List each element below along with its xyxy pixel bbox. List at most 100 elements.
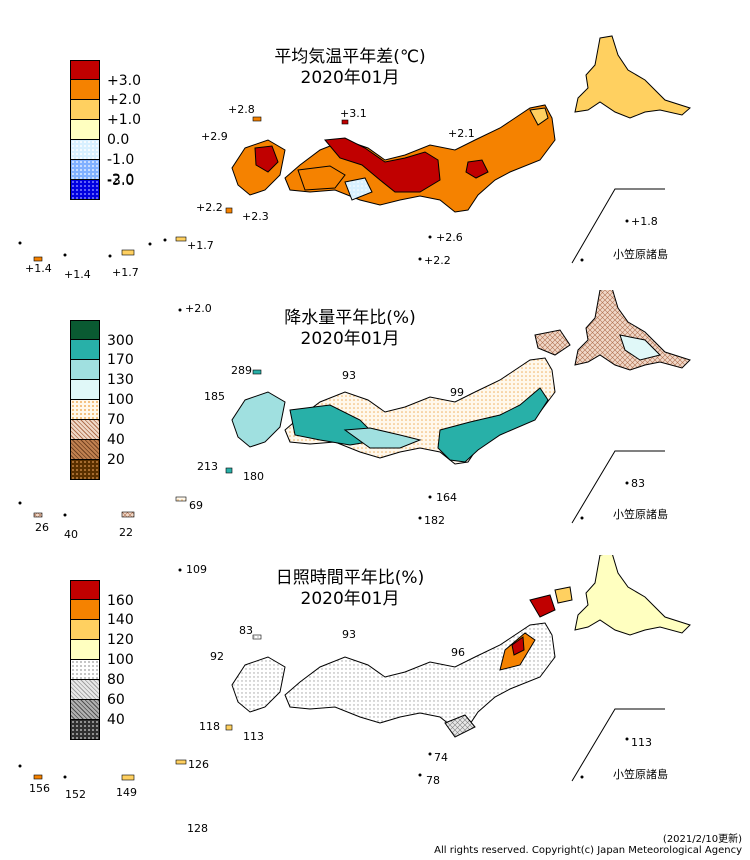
value-label: +2.1 — [448, 127, 475, 140]
legend-swatch-1: +2.0 — [70, 80, 141, 108]
value-label: 118 — [199, 720, 220, 733]
value-label: 164 — [436, 491, 457, 504]
ogasawara-label: 小笠原諸島 — [613, 248, 668, 261]
legend-swatch-6: 40 — [70, 700, 125, 728]
value-label: 40 — [64, 528, 78, 541]
legend-swatch-6: -3.0 — [70, 173, 134, 200]
value-label: +2.3 — [242, 210, 269, 223]
value-label: 185 — [204, 390, 225, 403]
legend-swatch-4: -1.0 — [70, 140, 134, 168]
value-label: +2.2 — [196, 201, 223, 214]
value-label: 156 — [29, 782, 50, 795]
sunny-north-red — [511, 636, 525, 656]
sunshine-title: 日照時間平年比(%) 2020年01月 — [275, 568, 425, 609]
sunny-tip — [529, 594, 556, 618]
kyushu-region — [231, 391, 286, 448]
update-date: (2021/2/10更新) — [662, 834, 742, 845]
hokkaido-east-wet — [619, 334, 661, 361]
cloudy-south — [444, 714, 476, 738]
footer: (2021/2/10更新) All rights reserved. Copyr… — [434, 830, 742, 856]
value-label: +1.7 — [112, 266, 139, 279]
brown-patch — [534, 329, 571, 356]
legend-swatch-5: 60 — [70, 680, 125, 708]
warm-core-east — [465, 159, 489, 179]
value-label: 109 — [186, 563, 207, 576]
value-label: +2.2 — [424, 254, 451, 267]
value-label: 126 — [188, 758, 209, 771]
temperature-legend: +3.0 +2.0 +1.0 0.0 -1.0 -2.0 -3.0 — [70, 60, 141, 200]
legend-swatch-5: -2.0 — [70, 160, 134, 188]
legend-swatch-3: 100 — [70, 380, 134, 408]
value-label: 113 — [243, 730, 264, 743]
value-label: 78 — [426, 774, 440, 787]
value-label: +1.4 — [64, 268, 91, 281]
sunshine-map — [18, 555, 691, 782]
ogasawara-label: 小笠原諸島 — [613, 768, 668, 781]
cool-patch — [344, 177, 373, 201]
ogasawara-inset-border — [571, 188, 665, 264]
value-label: +2.8 — [228, 103, 255, 116]
hokkaido-region — [574, 35, 691, 119]
legend-swatch-0: 160 — [70, 580, 134, 609]
sunshine-legend: 160 140 120 100 80 60 40 — [70, 580, 134, 740]
value-label: 149 — [116, 786, 137, 799]
ogasawara-inset-border — [571, 450, 665, 524]
sunny-orange — [554, 586, 573, 604]
legend-swatch-2: +1.0 — [70, 100, 141, 128]
value-label: 22 — [119, 526, 133, 539]
value-label: +2.9 — [201, 130, 228, 143]
sunshine-panel: 日照時間平年比(%) 2020年01月 160 140 120 100 80 6… — [0, 555, 750, 835]
temperature-title: 平均気温平年差(℃) 2020年01月 — [274, 47, 426, 88]
legend-swatch-5: 40 — [70, 420, 125, 448]
legend-swatch-1: 170 — [70, 340, 134, 368]
honshu-region — [284, 622, 556, 730]
legend-swatch-6: 20 — [70, 440, 125, 468]
ogasawara-label: 小笠原諸島 — [613, 508, 668, 521]
kyushu-hot — [254, 145, 279, 173]
value-label: 93 — [342, 369, 356, 382]
legend-swatch-4: 80 — [70, 660, 125, 688]
ogasawara-inset-border — [571, 708, 665, 782]
precipitation-panel: 降水量平年比(%) 2020年01月 300 170 130 100 70 40… — [0, 290, 750, 576]
value-label: 180 — [243, 470, 264, 483]
value-label: +2.0 — [185, 302, 212, 315]
wet-pacific — [437, 387, 549, 463]
temperature-panel: 平均気温平年差(℃) 2020年01月 +3.0 +2.0 +1.0 0.0 -… — [0, 0, 750, 315]
value-label: 93 — [342, 628, 356, 641]
legend-swatch-4: 70 — [70, 400, 125, 428]
legend-swatch-7 — [70, 460, 100, 480]
legend-swatch-7 — [70, 720, 100, 740]
value-label: 83 — [239, 624, 253, 637]
shikoku-region — [297, 165, 346, 191]
value-label: +1.7 — [187, 239, 214, 252]
value-label: 83 — [631, 477, 645, 490]
value-label: 69 — [189, 499, 203, 512]
precipitation-map — [18, 290, 691, 524]
value-label: +3.1 — [340, 107, 367, 120]
value-label: 182 — [424, 514, 445, 527]
hokkaido-region — [574, 290, 691, 371]
warm-core-north — [324, 137, 441, 193]
legend-swatch-2: 120 — [70, 620, 134, 648]
value-label: 26 — [35, 521, 49, 534]
yellow-patch — [529, 107, 549, 126]
legend-swatch-3: 100 — [70, 640, 134, 668]
value-label: 152 — [65, 788, 86, 801]
value-label: 289 — [231, 364, 252, 377]
legend-swatch-1: 140 — [70, 600, 134, 628]
value-label: +2.6 — [436, 231, 463, 244]
value-label: 128 — [187, 822, 208, 835]
precipitation-legend: 300 170 130 100 70 40 20 — [70, 320, 134, 480]
kyushu-region — [231, 656, 286, 713]
value-label: 113 — [631, 736, 652, 749]
copyright: All rights reserved. Copyright(c) Japan … — [434, 845, 742, 856]
hokkaido-region — [574, 555, 691, 636]
value-label: 213 — [197, 460, 218, 473]
legend-swatch-2: 130 — [70, 360, 134, 388]
light-wet — [343, 427, 422, 449]
precipitation-title: 降水量平年比(%) 2020年01月 — [284, 308, 416, 349]
value-label: +1.4 — [25, 262, 52, 275]
value-label: 92 — [210, 650, 224, 663]
legend-swatch-3: 0.0 — [70, 120, 129, 148]
value-label: 96 — [451, 646, 465, 659]
